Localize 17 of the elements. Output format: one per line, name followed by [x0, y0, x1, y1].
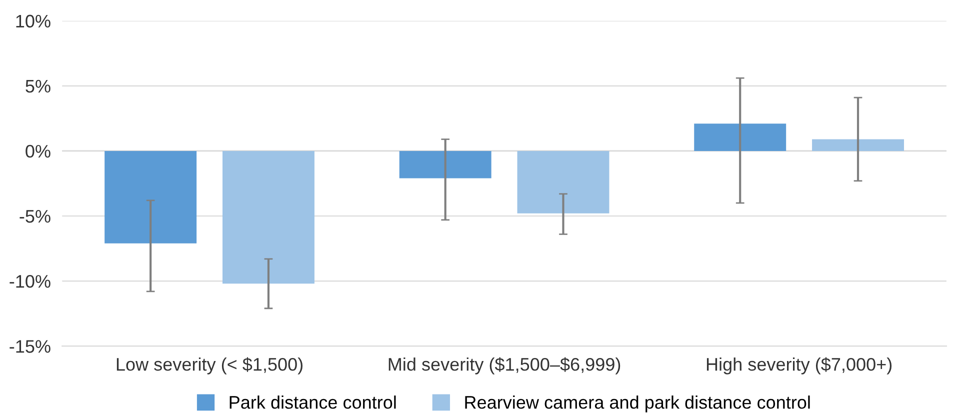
bar: [399, 150, 492, 178]
y-tick-label: -5%: [20, 210, 50, 223]
x-tick-label: Low severity (< $1,500): [116, 357, 302, 374]
bar: [812, 139, 904, 151]
x-tick-label: Mid severity ($1,500–$6,999): [388, 357, 620, 374]
y-tick-label: 10%: [16, 14, 50, 28]
bar: [517, 150, 610, 214]
y-tick-label: 0%: [26, 144, 50, 158]
legend-label: Park distance control: [230, 396, 396, 409]
y-tick-label: -15%: [10, 340, 50, 353]
x-tick-label: High severity ($7,000+): [706, 357, 892, 374]
y-tick-label: 5%: [26, 80, 50, 93]
legend-label: Rearview camera and park distance control: [465, 396, 810, 412]
bar: [222, 150, 314, 284]
bar: [694, 124, 786, 151]
bar: [104, 150, 197, 244]
y-tick-label: -10%: [10, 274, 50, 288]
